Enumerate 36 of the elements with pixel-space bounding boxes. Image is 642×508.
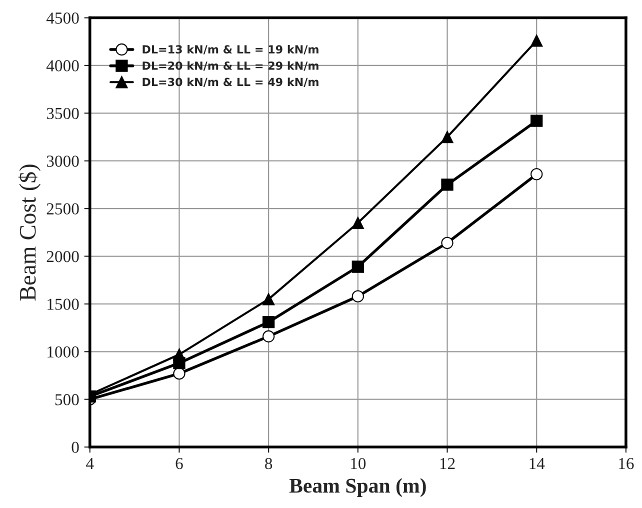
- legend-label: DL=13 kN/m & LL = 19 kN/m: [142, 44, 318, 54]
- y-tick-label: 1000: [48, 346, 79, 358]
- point: [352, 216, 364, 229]
- y-tick-label: 2500: [46, 203, 79, 215]
- y-tick-label: 3500: [46, 108, 79, 120]
- x-tick-label: 14: [530, 458, 545, 470]
- y-tick-label: 1500: [48, 298, 79, 310]
- y-tick-label: 500: [55, 394, 79, 406]
- point: [530, 168, 543, 180]
- point: [352, 260, 364, 273]
- point: [262, 293, 275, 306]
- point: [173, 348, 186, 361]
- x-tick-label: 4: [86, 458, 94, 470]
- x-axis-title: Beam Span (m): [289, 478, 426, 498]
- x-tick-label: 12: [440, 458, 455, 470]
- x-tick-label: 8: [265, 458, 272, 470]
- point: [262, 330, 275, 342]
- y-tick-label: 2000: [46, 250, 79, 262]
- y-axis-title: Beam Cost ($): [18, 164, 41, 301]
- point: [530, 114, 543, 127]
- y-tick-label: 4000: [46, 60, 79, 72]
- point: [530, 34, 543, 47]
- y-tick-label: 0: [72, 442, 79, 453]
- legend-label: DL=20 kN/m & LL = 29 kN/m: [142, 61, 318, 71]
- point: [441, 130, 454, 144]
- point: [352, 290, 364, 302]
- point: [441, 178, 454, 191]
- point: [441, 236, 454, 249]
- legend-label: DL=30 kN/m & LL = 49 kN/m: [142, 78, 318, 88]
- x-tick-label: 16: [619, 458, 634, 470]
- x-tick-label: 10: [351, 458, 366, 470]
- y-tick-label: 3000: [46, 156, 79, 167]
- point: [262, 316, 275, 328]
- point: [173, 368, 186, 380]
- y-tick-label: 4500: [46, 12, 79, 24]
- x-tick-label: 6: [176, 458, 183, 470]
